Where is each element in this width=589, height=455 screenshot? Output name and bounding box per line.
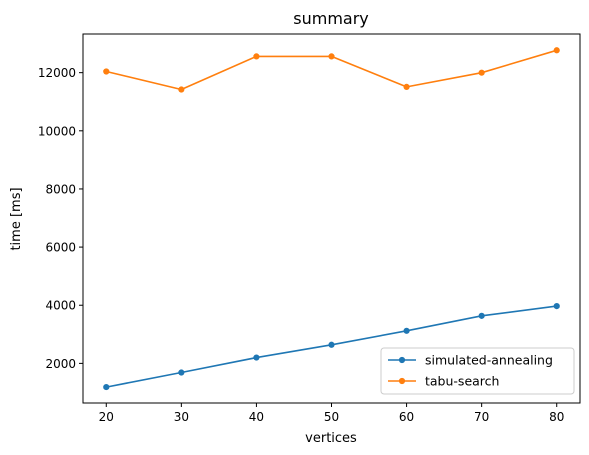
y-tick-label: 8000 [45,182,76,196]
data-point [403,327,410,334]
x-tick-label: 20 [99,410,114,424]
legend-marker-swatch [398,356,406,364]
data-point [103,68,110,75]
data-point [253,354,260,361]
x-tick-label: 80 [549,410,564,424]
data-point [478,69,485,76]
data-point [328,341,335,348]
plot-area: 20 30 40 50 60 70 80 2000 4000 6000 8000 10000 12000… [38,33,581,424]
y-tick-label: 10000 [38,124,76,138]
y-tick-label: 4000 [45,299,76,313]
y-axis-label: time [ms] [9,187,24,250]
data-point [178,86,185,93]
data-point [178,369,185,376]
x-tick-label: 60 [399,410,414,424]
x-tick-label: 40 [249,410,264,424]
x-tick-label: 70 [474,410,489,424]
data-point [553,303,560,310]
data-point [328,53,335,60]
x-tick-label: 50 [324,410,339,424]
legend-label: simulated-annealing [425,353,553,368]
x-axis-label: vertices [305,431,357,446]
y-tick-label: 12000 [38,66,76,80]
legend-label: tabu-search [425,374,499,389]
y-tick-label: 2000 [45,357,76,371]
data-point [553,47,560,54]
chart-title: summary [293,9,369,28]
legend-box [380,347,575,395]
data-point [403,83,410,91]
y-tick-label: 6000 [45,241,76,255]
legend-marker-swatch [398,377,406,385]
x-tick-label: 30 [174,410,189,424]
data-point [253,53,260,60]
data-point [103,383,110,391]
data-point [478,312,485,319]
